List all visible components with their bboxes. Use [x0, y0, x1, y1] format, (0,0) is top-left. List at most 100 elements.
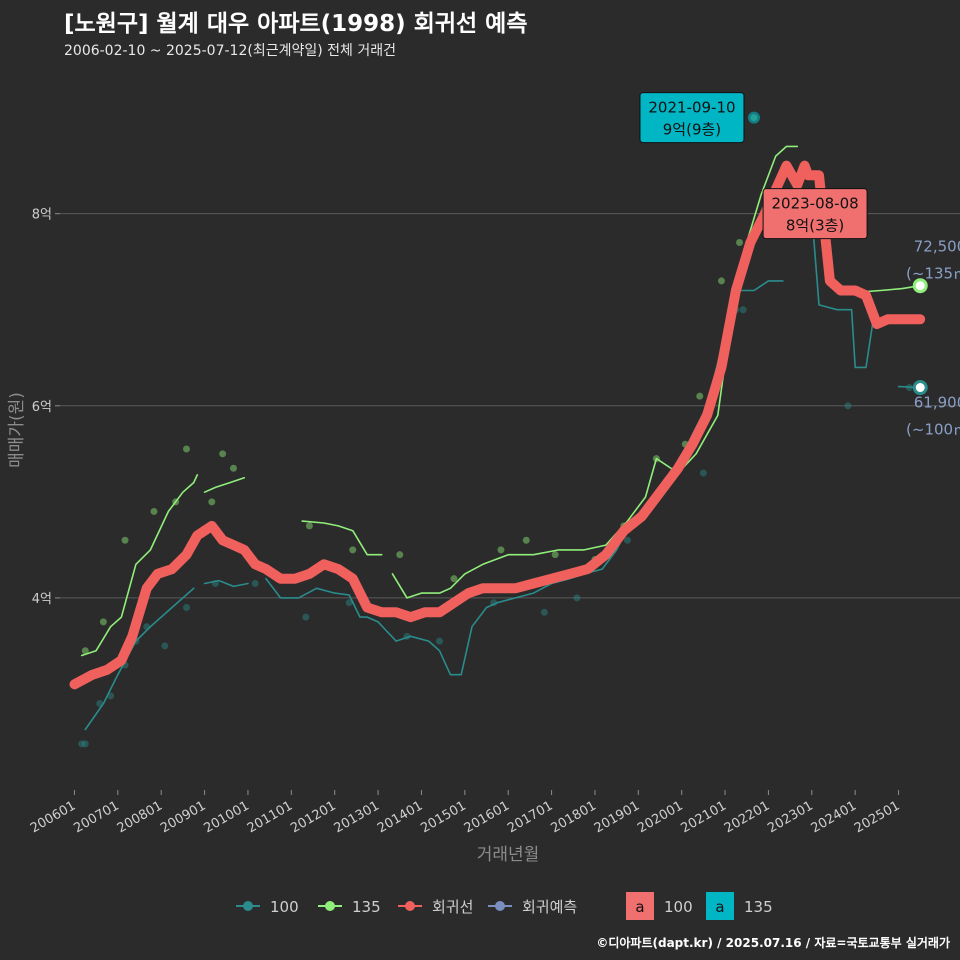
data-point	[623, 536, 631, 544]
x-tick-label: 201901	[592, 798, 642, 836]
end-value-label: 61,900	[914, 394, 960, 412]
data-point	[844, 402, 852, 410]
data-point	[78, 740, 86, 748]
annotation-date: 2023-08-08	[772, 195, 859, 213]
data-point	[450, 575, 458, 583]
data-point	[551, 551, 559, 559]
x-tick-label: 202101	[679, 798, 729, 836]
y-tick-label: 6억	[32, 400, 52, 415]
end-value-label: 72,500	[914, 238, 960, 256]
annotation-marker	[747, 111, 760, 124]
legend-label: 135	[744, 898, 773, 916]
chart-subtitle: 2006-02-10 ~ 2025-07-12(최근계약일) 전체 거래건	[64, 43, 396, 59]
legend-label: 회귀예측	[522, 898, 577, 916]
data-point	[219, 450, 227, 458]
legend-label: 100	[664, 898, 693, 916]
legend-label: 135	[352, 898, 381, 916]
data-point	[540, 608, 548, 616]
data-point	[143, 623, 151, 631]
x-tick-label: 200901	[158, 798, 208, 836]
data-point	[436, 637, 444, 645]
data-point	[208, 498, 216, 506]
data-point	[161, 642, 169, 650]
series-layer	[69, 114, 926, 748]
legend-key-dot	[325, 901, 335, 911]
x-tick-label: 201101	[245, 798, 295, 836]
annotation-date: 2021-09-10	[648, 99, 735, 117]
x-tick-label: 200701	[71, 798, 121, 836]
y-tick-label: 4억	[32, 592, 52, 607]
legend-key-glyph: a	[715, 898, 724, 916]
legend-key-glyph: a	[635, 898, 644, 916]
legend-key-dot	[243, 901, 253, 911]
x-tick-label: 201801	[548, 798, 598, 836]
x-tick-label: 201601	[462, 798, 512, 836]
legend-key-box	[626, 892, 654, 920]
data-point	[497, 546, 505, 554]
end-label-layer: 72,500 (~135㎡) 61,900 (~100㎡)	[906, 238, 960, 439]
x-tick-label: 201201	[288, 798, 338, 836]
x-tick-label: 202201	[722, 798, 772, 836]
y-axis-ticks: 4억 6억 8억	[32, 208, 60, 607]
series-line	[203, 476, 246, 494]
data-point	[699, 469, 707, 477]
end-area-label: (~135㎡)	[906, 265, 960, 283]
x-tick-label: 202501	[852, 798, 902, 836]
regression-line	[69, 160, 926, 690]
data-point	[717, 277, 725, 285]
series-line	[265, 280, 784, 676]
annotation-layer: 2021-09-10 9억(9층) 2023-08-08 8억(3층)	[639, 92, 868, 240]
data-point	[251, 579, 259, 587]
end-area-label: (~100㎡)	[906, 421, 960, 439]
x-tick-label: 200801	[115, 798, 165, 836]
x-tick-label: 201401	[375, 798, 425, 836]
data-point	[121, 536, 129, 544]
annotation-price: 8억(3층)	[786, 217, 844, 235]
y-tick-label: 8억	[32, 208, 52, 223]
x-tick-label: 201701	[505, 798, 555, 836]
data-point	[696, 392, 704, 400]
source-credit: ©디아파트(dapt.kr) / 2025.07.16 / 자료=국토교통부 실…	[596, 936, 950, 950]
annotation-box	[639, 92, 745, 144]
legend: 100 135 회귀선 회귀예측 a 100 a 135	[236, 892, 773, 920]
data-point	[81, 647, 89, 655]
data-point	[349, 546, 357, 554]
x-tick-label: 200601	[28, 798, 78, 836]
data-point	[183, 604, 191, 611]
data-point	[229, 464, 237, 472]
legend-label: 100	[270, 898, 299, 916]
legend-key-dot	[495, 901, 505, 911]
x-tick-label: 201301	[332, 798, 382, 836]
data-point	[183, 445, 191, 453]
end-point	[912, 380, 928, 396]
data-point	[99, 618, 107, 626]
data-point	[345, 599, 353, 607]
data-point	[736, 239, 744, 246]
x-tick-label: 201501	[418, 798, 468, 836]
end-point	[912, 278, 928, 294]
data-point	[396, 551, 404, 559]
data-point	[150, 507, 158, 515]
series-line	[301, 520, 383, 556]
data-point	[305, 522, 313, 530]
legend-key-dot	[405, 901, 415, 911]
y-axis-title: 매매가(원)	[7, 392, 27, 468]
x-tick-label: 201001	[201, 798, 251, 836]
x-axis-ticks: 2006012007012008012009012010012011012012…	[28, 790, 903, 836]
data-point	[302, 613, 310, 621]
x-tick-label: 202001	[635, 798, 685, 836]
series-line	[80, 474, 199, 657]
x-axis-title: 거래년월	[477, 845, 540, 865]
data-point	[573, 594, 581, 602]
x-tick-label: 202401	[809, 798, 859, 836]
legend-key-box	[706, 892, 734, 920]
series-line	[203, 579, 249, 588]
data-point	[522, 536, 530, 544]
legend-label: 회귀선	[432, 898, 473, 916]
annotation-price: 9억(9층)	[663, 121, 721, 139]
data-point	[739, 306, 747, 314]
data-point	[81, 740, 89, 748]
series-line	[810, 212, 885, 369]
annotation-box	[762, 188, 868, 240]
